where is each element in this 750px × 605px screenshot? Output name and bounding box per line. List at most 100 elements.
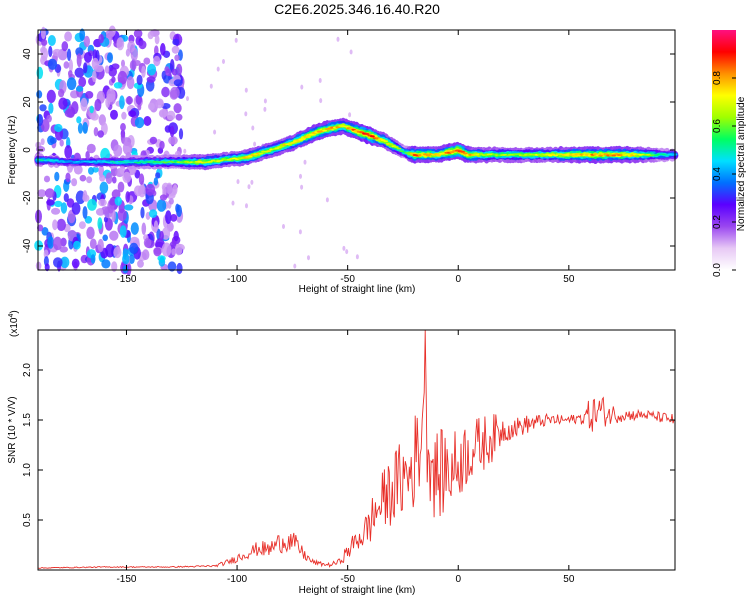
snr-x-axis-label: Height of straight line (km): [299, 585, 416, 596]
spectrogram-noise-blob: [172, 38, 180, 46]
spectrogram-noise-blob: [121, 111, 127, 120]
spectrogram-noise-blob: [153, 247, 162, 257]
spectrogram-noise-blob: [137, 103, 142, 111]
spectrogram-ridge-cell: [91, 160, 97, 163]
spectrogram-ridge-cell: [136, 161, 142, 164]
spectrogram-ridge-cell: [404, 152, 410, 154]
colorbar-tick-label: 0.6: [712, 119, 723, 133]
spectrogram-noise-blob: [170, 214, 178, 222]
spectrogram-y-tick-label: 40: [22, 48, 33, 60]
spectrogram-noise-blob: [82, 206, 88, 219]
spectrogram-noise-blob: [73, 240, 81, 250]
spectrogram-noise-blob: [175, 113, 183, 121]
snr-series-line: [38, 330, 676, 569]
spectrogram-noise-blob: [92, 70, 97, 83]
spectrogram-noise-blob: [86, 143, 96, 154]
spectrogram-noise-blob: [161, 242, 172, 257]
spectrogram-y-tick-label: -40: [22, 238, 33, 253]
spectrogram-noise-blob: [159, 194, 168, 201]
spectrogram-x-tick-label: 0: [455, 274, 461, 285]
spectrogram-noise-blob: [178, 128, 184, 140]
spectrogram-x-tick-label: -50: [340, 274, 355, 285]
spectrogram-noise-blob: [106, 88, 116, 102]
spectrogram-noise-blob: [244, 111, 248, 117]
spectrogram-noise-blob: [186, 96, 189, 102]
spectrogram-noise-blob: [300, 184, 304, 190]
spectrogram-noise-blob: [60, 256, 70, 268]
spectrogram-noise-blob: [64, 108, 75, 118]
spectrogram-noise-blob: [146, 76, 156, 83]
spectrogram-ridge-cell: [94, 162, 99, 164]
spectrogram-noise-blob: [71, 202, 81, 215]
spectrogram-noise-blob: [122, 141, 133, 155]
spectrogram-noise-blob: [143, 116, 152, 126]
spectrogram-noise-blob: [140, 206, 145, 219]
spectrogram-ridge-cell: [516, 153, 521, 156]
spectrogram-noise-blob: [66, 48, 72, 61]
spectrogram-ridge-cell: [218, 159, 224, 162]
spectrogram-noise-blob: [40, 138, 45, 146]
spectrogram-noise-blob: [54, 123, 63, 133]
spectrogram-noise-blob: [105, 172, 113, 184]
spectrogram-ridge-cell: [553, 154, 558, 157]
spectrogram-noise-blob: [121, 59, 125, 68]
spectrogram-noise-blob: [168, 198, 174, 205]
spectrogram-noise-blob: [141, 65, 146, 78]
spectrogram-noise-blob: [263, 98, 267, 104]
snr-y-axis-label: SNR (10 * V/V): [7, 396, 18, 463]
spectrogram-noise-blob: [158, 109, 168, 118]
svg-text:(x104): (x104): [8, 310, 20, 337]
spectrogram-noise-blob: [60, 202, 68, 214]
spectrogram-ridge-cell: [208, 160, 213, 163]
spectrogram-noise-blob: [108, 67, 117, 77]
spectrogram-noise-blob: [40, 119, 50, 132]
spectrogram-x-axis-ticks: -150 -100 -50 0 50: [116, 30, 575, 285]
colorbar-tick-label: 0.0: [712, 263, 723, 277]
spectrogram-y-axis-label: Frequency (Hz): [7, 116, 18, 185]
spectrogram-noise-blob: [71, 178, 78, 187]
spectrogram-noise-blob: [145, 183, 156, 196]
spectrogram-noise-blob: [174, 54, 180, 62]
spectrogram-noise-blob: [170, 86, 180, 99]
spectrogram-noise-blob: [107, 52, 113, 63]
spectrogram-noise-blob: [117, 208, 127, 222]
spectrogram-noise-blob: [148, 102, 155, 111]
snr-x-tick-label: 0: [455, 574, 461, 585]
spectrogram-noise-blob: [173, 79, 183, 87]
spectrogram-noise-blob: [36, 66, 44, 79]
spectrogram-noise-blob: [94, 98, 102, 112]
spectrogram-noise-blob: [90, 254, 96, 264]
spectrogram-noise-blob: [48, 45, 53, 58]
spectrogram-noise-blob: [125, 191, 130, 203]
colorbar-ticks: 0.0 0.2 0.4 0.6 0.8: [712, 71, 736, 277]
spectrogram-noise-blob: [52, 219, 58, 231]
spectrogram-ridge-cell: [309, 133, 314, 136]
spectrogram-noise-blob: [105, 243, 115, 258]
colorbar: 0.0 0.2 0.4 0.6 0.8 Normalized spectral ampl…: [712, 30, 747, 277]
spectrogram-ridge-cell: [247, 155, 253, 158]
spectrogram-noise-blob: [101, 259, 111, 269]
snr-x-tick-label: -50: [340, 574, 355, 585]
spectrogram-noise-blob: [49, 137, 57, 144]
spectrogram-noise-blob: [133, 185, 143, 197]
spectrogram-noise-blob: [58, 97, 68, 110]
spectrogram-noise-blob: [44, 263, 50, 272]
spectrogram-noise-blob: [52, 48, 62, 57]
spectrogram-noise-blob: [68, 59, 73, 73]
spectrogram-noise-blob: [122, 253, 130, 265]
spectrogram-noise-blob: [59, 246, 68, 253]
spectrogram-ridge-cell: [298, 138, 304, 141]
spectrogram-noise-blob: [64, 145, 73, 159]
spectrogram-noise-blob: [84, 216, 93, 224]
spectrogram-noise-blob: [209, 83, 213, 89]
spectrogram-ridge-cell: [370, 135, 375, 138]
spectrogram-noise-blob: [113, 82, 123, 89]
snr-multiplier-suffix: ): [9, 310, 20, 313]
spectrogram-noise-blob: [141, 222, 147, 235]
spectrogram-noise-blob: [53, 236, 63, 251]
spectrogram-noise-blob: [138, 40, 147, 50]
spectrogram-noise-blob: [117, 181, 125, 193]
spectrogram-y-tick-label: -20: [22, 190, 33, 205]
spectrogram-noise-blob: [104, 30, 115, 39]
spectrogram-noise-blob: [128, 110, 137, 117]
